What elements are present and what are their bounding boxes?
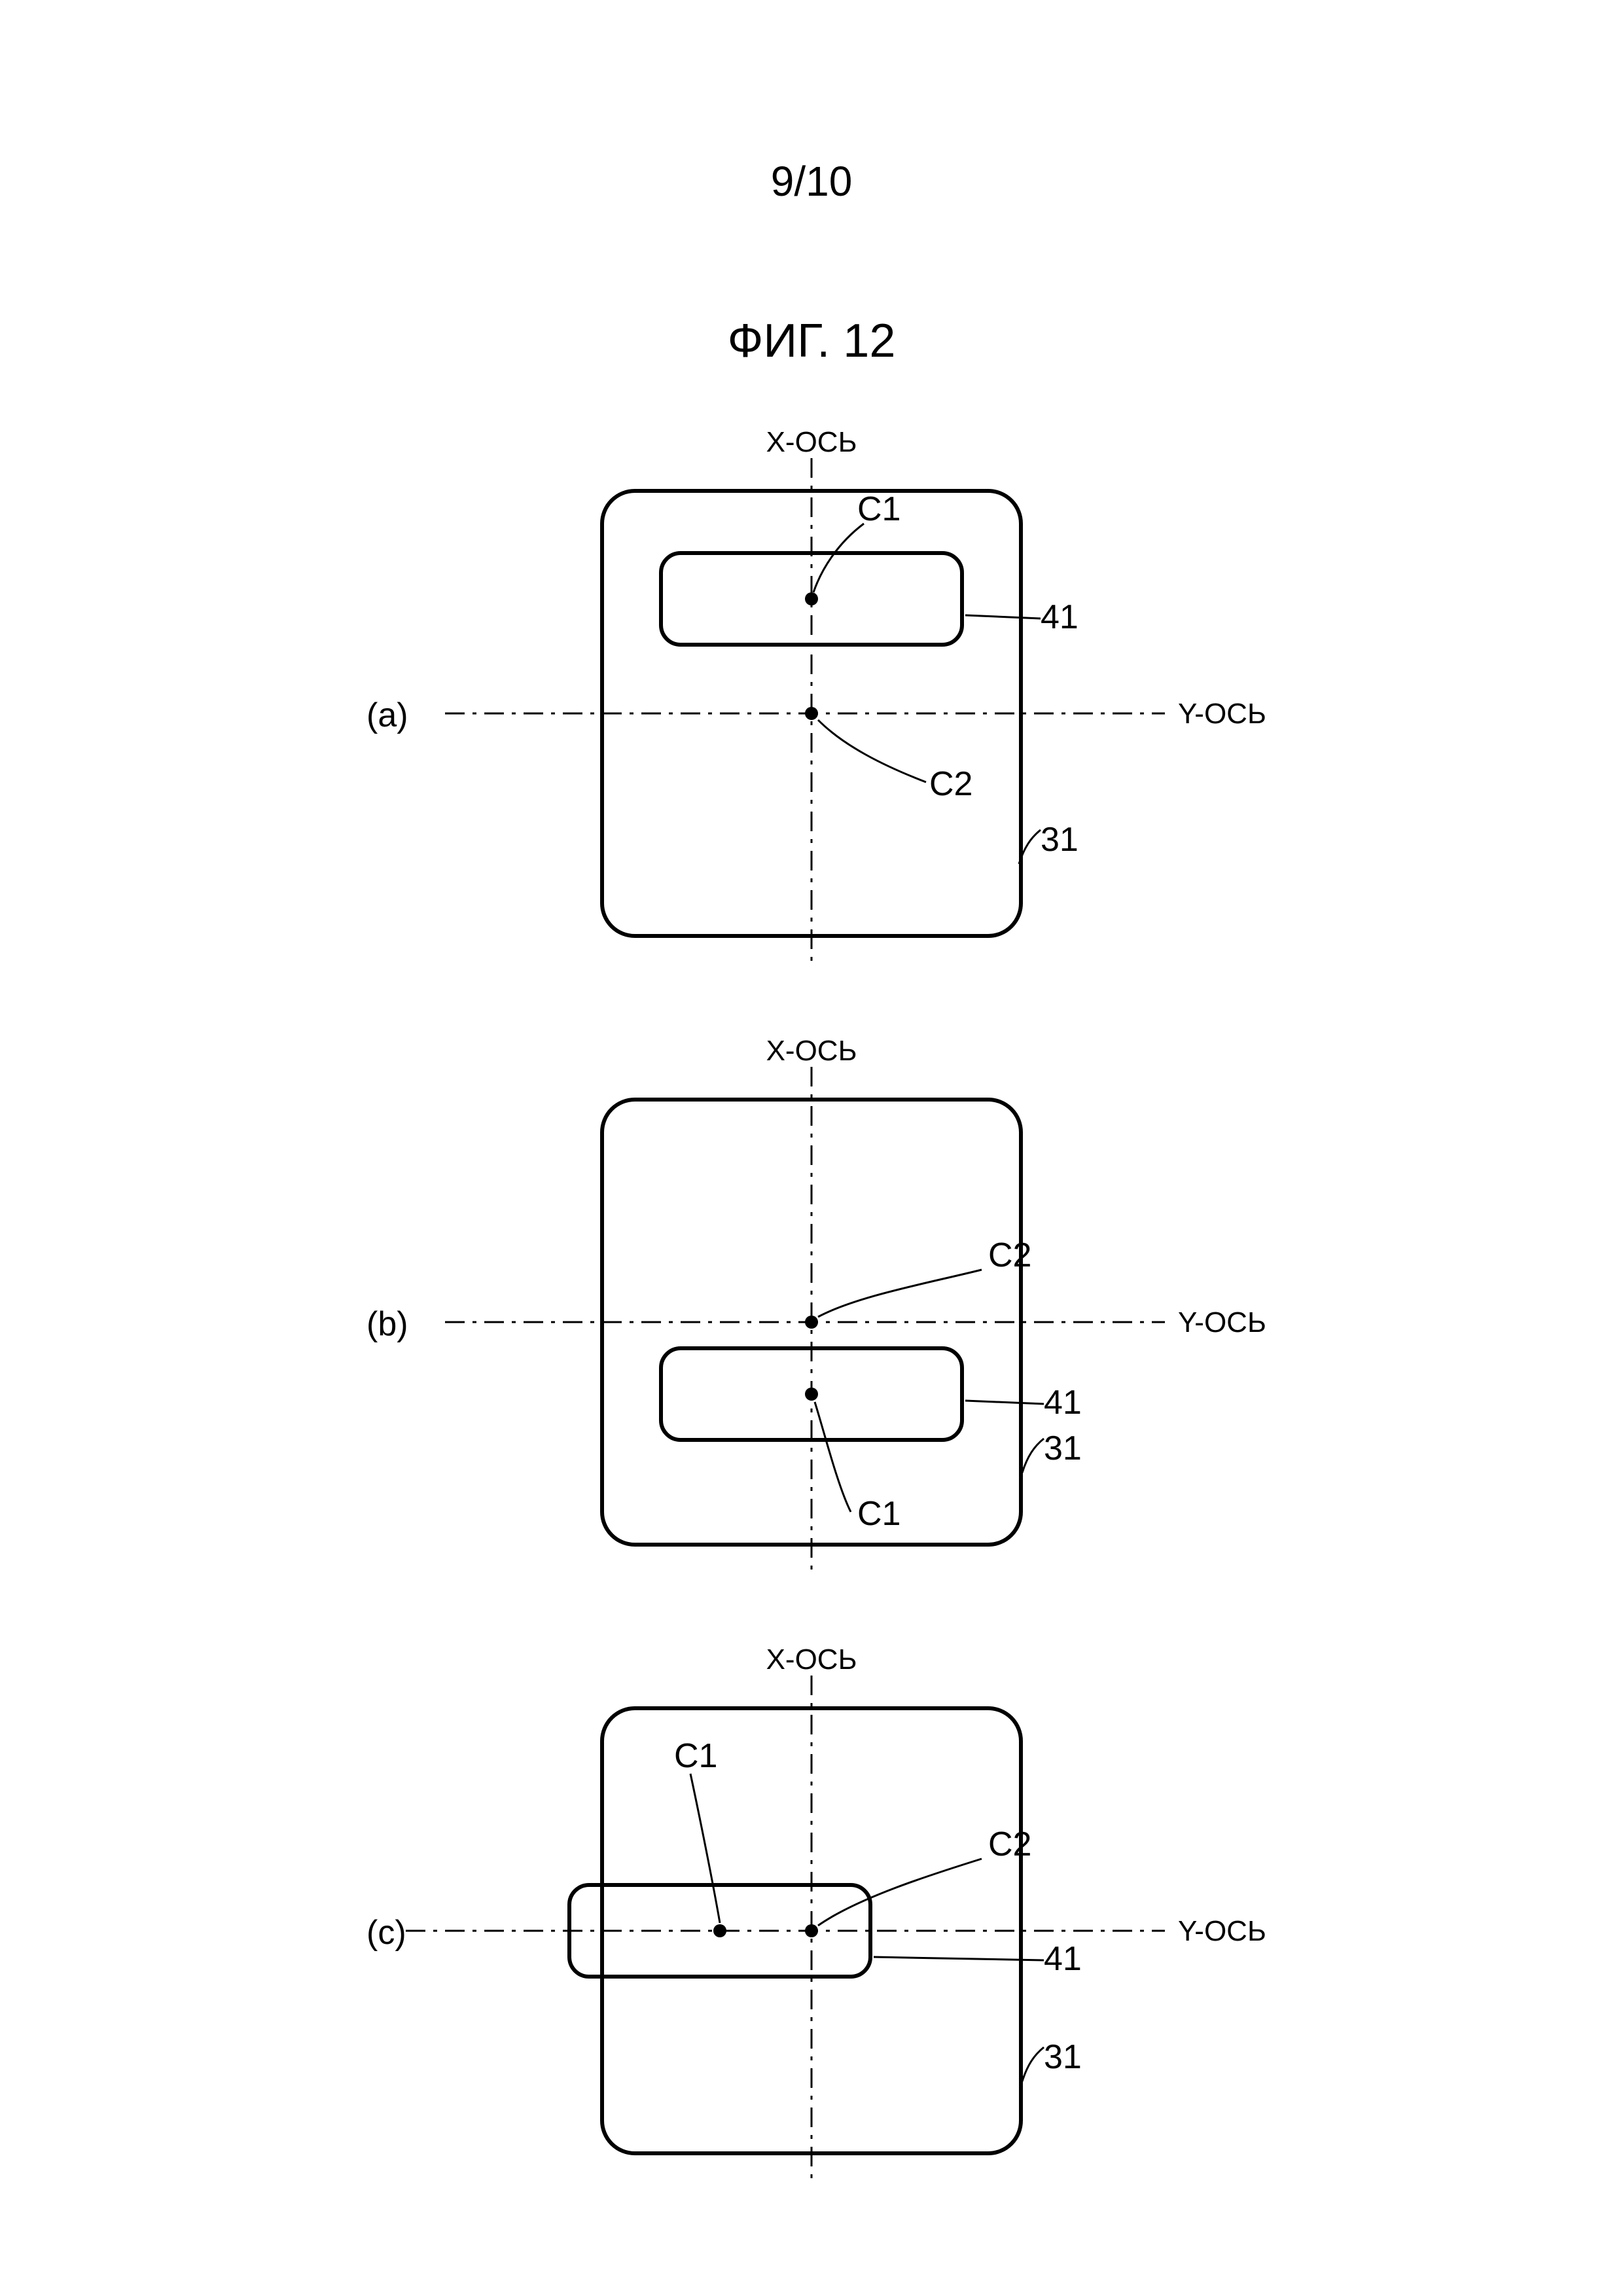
point-c1 — [713, 1924, 726, 1937]
label-31: 31 — [1044, 2038, 1082, 2076]
label-c1: C1 — [857, 490, 901, 528]
label-31: 31 — [1044, 1429, 1082, 1467]
leader-c1 — [815, 1402, 851, 1512]
y-axis-label: Y-ОСЬ — [1178, 1915, 1266, 1947]
label-c1: C1 — [857, 1495, 901, 1533]
point-c2 — [805, 707, 818, 720]
subfigure-a: X-ОСЬ Y-ОСЬ C1 C2 41 31 (a) — [0, 419, 1623, 1008]
leader-c1 — [813, 524, 864, 592]
panel-label-b: (b) — [366, 1305, 408, 1343]
point-c2 — [805, 1316, 818, 1329]
label-c2: C2 — [929, 765, 972, 803]
leader-41 — [965, 615, 1041, 619]
leader-c2 — [818, 720, 926, 782]
label-41: 41 — [1041, 598, 1079, 636]
leader-41 — [874, 1957, 1044, 1960]
x-axis-label: X-ОСЬ — [766, 1035, 857, 1067]
leader-31 — [1022, 2047, 1044, 2081]
leader-31 — [1022, 1439, 1044, 1473]
label-41: 41 — [1044, 1940, 1082, 1978]
x-axis-label: X-ОСЬ — [766, 426, 857, 458]
leader-41 — [965, 1401, 1044, 1404]
point-c2 — [805, 1924, 818, 1937]
label-41: 41 — [1044, 1384, 1082, 1422]
figure-title: ФИГ. 12 — [728, 314, 896, 368]
label-c1: C1 — [674, 1737, 717, 1775]
leader-c1 — [690, 1774, 720, 1923]
panel-label-a: (a) — [366, 696, 408, 734]
page-number: 9/10 — [771, 157, 853, 206]
subfigure-b: X-ОСЬ Y-ОСЬ C2 C1 41 31 (b) — [0, 1028, 1623, 1617]
subfigure-c: X-ОСЬ Y-ОСЬ C1 C2 41 31 (c) — [0, 1636, 1623, 2225]
point-c1 — [805, 1388, 818, 1401]
label-c2: C2 — [988, 1236, 1031, 1274]
leader-c2 — [818, 1859, 982, 1926]
y-axis-label: Y-ОСЬ — [1178, 1306, 1266, 1338]
y-axis-label: Y-ОСЬ — [1178, 698, 1266, 730]
label-c2: C2 — [988, 1825, 1031, 1863]
label-31: 31 — [1041, 821, 1079, 859]
x-axis-label: X-ОСЬ — [766, 1643, 857, 1676]
leader-c2 — [818, 1270, 982, 1317]
point-c1 — [805, 592, 818, 605]
panel-label-c: (c) — [366, 1914, 406, 1952]
